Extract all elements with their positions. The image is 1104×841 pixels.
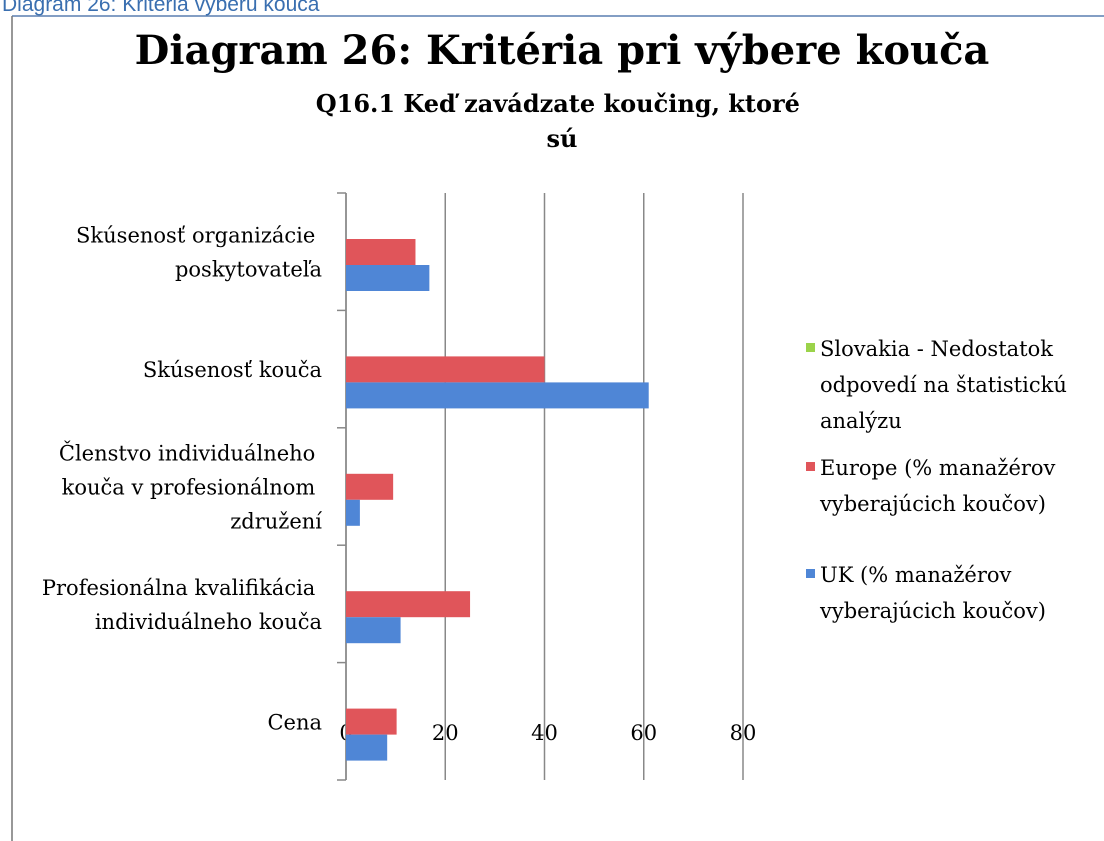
bar [346,734,388,761]
bar [346,708,397,735]
legend-label: UK (% manažérov vyberajúcich koučov) [819,563,1046,623]
bar [346,265,430,291]
category-label: Členstvo individuálneho kouča v profesio… [59,441,322,534]
chart-subtitle: Q16.1 Keď zavádzate koučing, ktoré sú [316,89,809,153]
x-tick-label: 20 [432,721,459,745]
bar [346,617,401,644]
x-tick-label: 60 [630,721,657,745]
bar [346,473,394,500]
legend-swatch [806,343,815,352]
chart-title: Diagram 26: Kritéria pri výbere kouča [135,27,990,74]
bar [346,356,545,383]
bar [346,499,360,526]
x-tick-label: 80 [730,721,757,745]
bar [346,239,416,265]
bar [346,591,471,618]
category-label: Profesionálna kvalifikácia individuálneh… [42,576,322,634]
bar [346,382,649,409]
legend-swatch [806,462,815,471]
legend-label: Slovakia - Nedostatok odpovedí na štatis… [820,337,1074,433]
category-label: Skúsenosť organizácie poskytovateľa [76,224,322,282]
caption: Diagram 26: Kritéria výberu kouča [2,0,320,16]
category-label: Skúsenosť kouča [143,358,322,382]
category-label: Cena [267,710,322,734]
x-tick-label: 40 [531,721,558,745]
legend-swatch [806,569,815,578]
legend-label: Europe (% manažérov vyberajúcich koučov) [819,456,1062,516]
